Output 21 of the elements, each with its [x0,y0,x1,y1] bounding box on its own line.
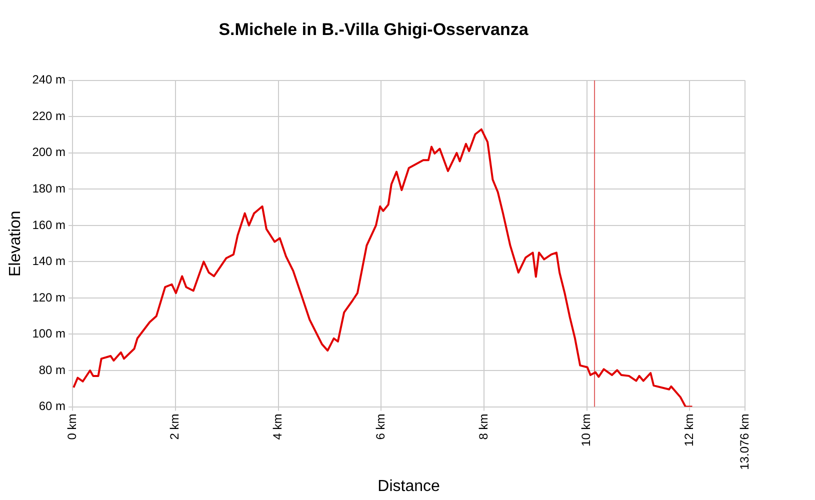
x-tick-label: 0 km [64,414,79,440]
y-tick-label: 240 m [32,72,66,87]
x-tick-label: 6 km [373,414,388,440]
y-tick-label: 200 m [32,145,66,160]
x-tick-label: 4 km [270,414,285,440]
y-tick-label: 120 m [32,290,66,304]
y-tick-label: 180 m [32,182,66,196]
y-tick-label: 140 m [32,254,66,268]
y-axis-title: Elevation [7,210,24,276]
y-tick-label: 160 m [32,218,66,232]
x-tick-label: 13.076 km [737,414,752,470]
y-tick-label: 80 m [38,362,66,377]
y-tick-label: 60 m [38,399,66,414]
x-tick-label: 2 km [168,414,182,440]
x-axis-title: Distance [378,478,440,495]
chart-title: S.Michele in B.-Villa Ghigi-Osservanza [218,20,529,39]
y-tick-label: 100 m [32,326,66,341]
x-tick-label: 8 km [476,414,490,440]
x-tick-label: 10 km [579,414,594,446]
x-tick-label: 12 km [682,414,696,446]
y-tick-label: 220 m [32,108,66,123]
